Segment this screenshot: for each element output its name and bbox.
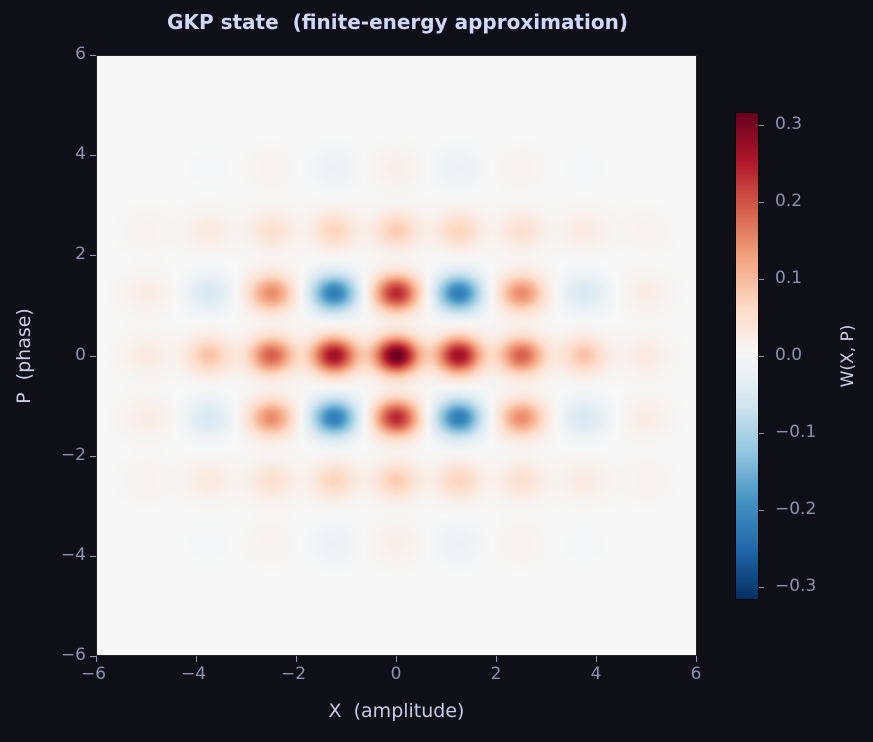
y-tick-label: 6	[75, 44, 86, 64]
y-tick	[90, 255, 96, 257]
x-tick-label: 4	[590, 664, 602, 684]
colorbar-tick	[759, 586, 764, 588]
y-tick-label: 2	[75, 244, 86, 265]
colorbar-tick-label: 0.3	[775, 114, 803, 135]
y-tick	[90, 455, 96, 457]
colorbar-tick	[759, 202, 764, 204]
y-tick	[90, 155, 96, 157]
y-tick-label: 0	[75, 344, 86, 365]
x-tick	[96, 656, 97, 662]
colorbar-tick	[759, 432, 764, 434]
colorbar-tick-label: 0.1	[775, 268, 803, 289]
y-tick-label: −2	[60, 444, 86, 465]
x-tick	[196, 656, 197, 662]
x-tick	[596, 656, 597, 662]
colorbar-tick-label: 0.2	[775, 191, 803, 212]
x-tick	[296, 656, 297, 662]
colorbar-label: W(X, P)	[838, 324, 858, 388]
x-axis-label: X (amplitude)	[328, 700, 465, 722]
x-tick-label: −4	[180, 664, 207, 684]
colorbar	[735, 112, 759, 600]
colorbar-tick	[759, 279, 764, 281]
chart-title: GKP state (finite-energy approximation)	[167, 10, 628, 34]
y-tick-label: −4	[60, 544, 86, 565]
colorbar-tick	[759, 509, 764, 511]
x-tick-label: −6	[80, 664, 107, 684]
y-tick-label: −6	[60, 645, 86, 665]
x-tick	[496, 656, 497, 662]
x-tick-label: 6	[690, 664, 702, 684]
colorbar-tick	[759, 125, 764, 127]
colorbar-tick-label: 0.0	[775, 345, 803, 365]
y-axis-label: P (phase)	[13, 308, 35, 404]
colorbar-tick	[759, 356, 764, 357]
x-tick-label: −2	[280, 664, 307, 684]
colorbar-tick-label: −0.1	[775, 421, 817, 442]
y-tick	[90, 355, 96, 357]
y-tick	[90, 55, 96, 56]
y-tick-label: 4	[75, 144, 86, 165]
colorbar-tick-label: −0.3	[775, 575, 817, 596]
colorbar-tick-label: −0.2	[775, 498, 817, 519]
x-tick-label: 0	[390, 664, 402, 684]
y-tick	[90, 656, 96, 657]
x-tick	[696, 656, 697, 662]
y-tick	[90, 555, 96, 557]
x-tick-label: 2	[490, 664, 502, 684]
x-tick	[396, 656, 397, 662]
heatmap-plot	[96, 55, 697, 656]
